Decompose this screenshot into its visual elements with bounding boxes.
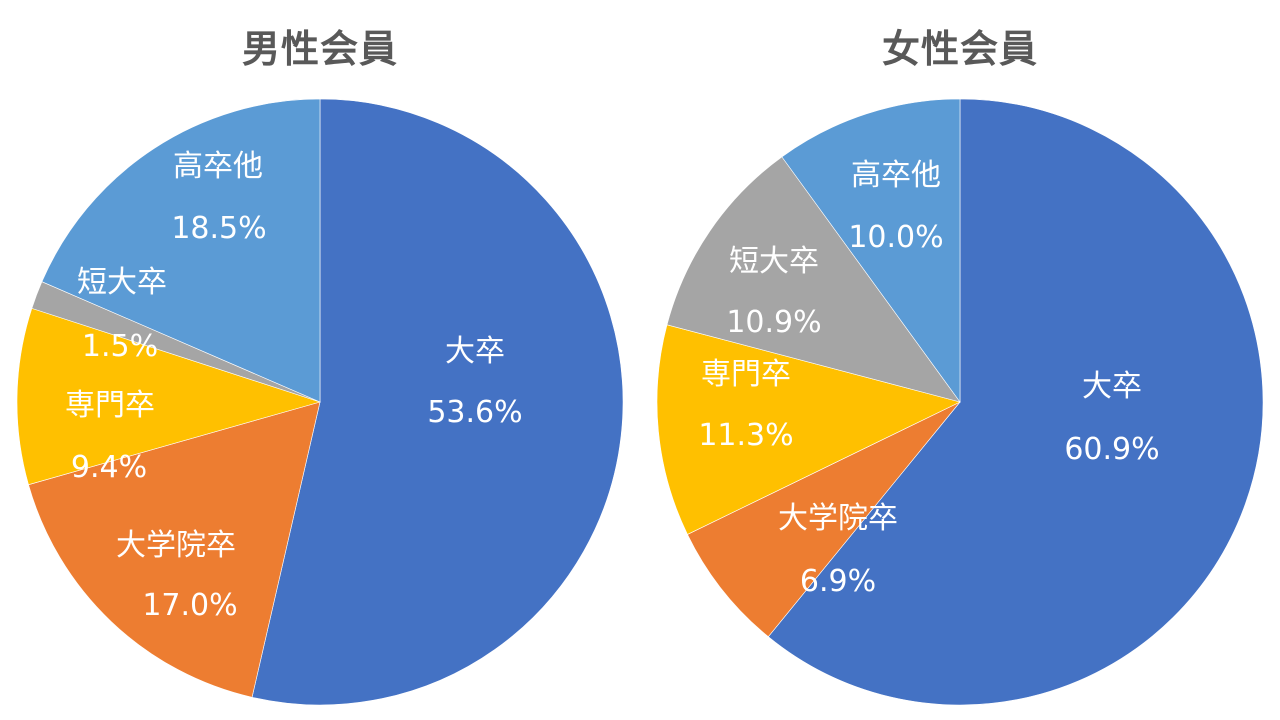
slice-value-kousotsu: 10.0% — [848, 220, 944, 255]
slice-label-tandai: 短大卒 — [729, 244, 819, 279]
slice-value-kousotsu: 18.5% — [171, 211, 267, 246]
slice-label-senmon: 専門卒 — [65, 388, 155, 423]
slice-value-tandai: 1.5% — [81, 329, 159, 364]
female-members-chart: 女性会員 大卒 60.9% 大学院卒 6.9% 専門卒 11.3% 短大卒 10… — [640, 0, 1280, 720]
male-members-chart: 男性会員 大卒 53.6% 大学院卒 17.0% 専門卒 9.4% 短大卒 1.… — [16, 27, 624, 706]
slice-label-daigakuin: 大学院卒 — [778, 501, 898, 536]
pie-slice-senmon — [16, 307, 322, 486]
slice-value-daigakuin: 17.0% — [142, 588, 238, 623]
slice-label-kousotsu: 高卒他 — [173, 149, 263, 184]
pie-male — [16, 98, 624, 706]
pie-slice-daigakuin — [28, 401, 321, 698]
slice-value-daisotsu: 60.9% — [1064, 432, 1160, 467]
chart-title: 女性会員 — [881, 27, 1038, 71]
pie-slice-kousotsu — [781, 98, 961, 403]
slice-label-daisotsu: 大卒 — [1082, 369, 1142, 404]
pie-slice-kousotsu — [41, 98, 321, 403]
slice-label-daigakuin: 大学院卒 — [116, 528, 236, 563]
pie-slice-daisotsu — [767, 98, 1264, 706]
slice-label-daisotsu: 大卒 — [445, 334, 505, 369]
slice-value-tandai: 10.9% — [726, 305, 822, 340]
slice-label-tandai: 短大卒 — [77, 265, 167, 300]
pie-female — [656, 98, 1264, 706]
pie-slice-senmon — [656, 324, 961, 535]
slice-value-daisotsu: 53.6% — [427, 395, 523, 430]
slice-value-senmon: 9.4% — [70, 450, 148, 485]
slice-value-daigakuin: 6.9% — [799, 564, 877, 599]
pie-slice-tandai — [666, 156, 961, 403]
slice-value-senmon: 11.3% — [698, 418, 794, 453]
slice-label-kousotsu: 高卒他 — [851, 158, 941, 193]
slice-label-senmon: 専門卒 — [701, 357, 791, 392]
chart-title: 男性会員 — [241, 27, 398, 71]
pie-slice-daisotsu — [251, 98, 624, 706]
pie-slice-daigakuin — [687, 401, 961, 638]
